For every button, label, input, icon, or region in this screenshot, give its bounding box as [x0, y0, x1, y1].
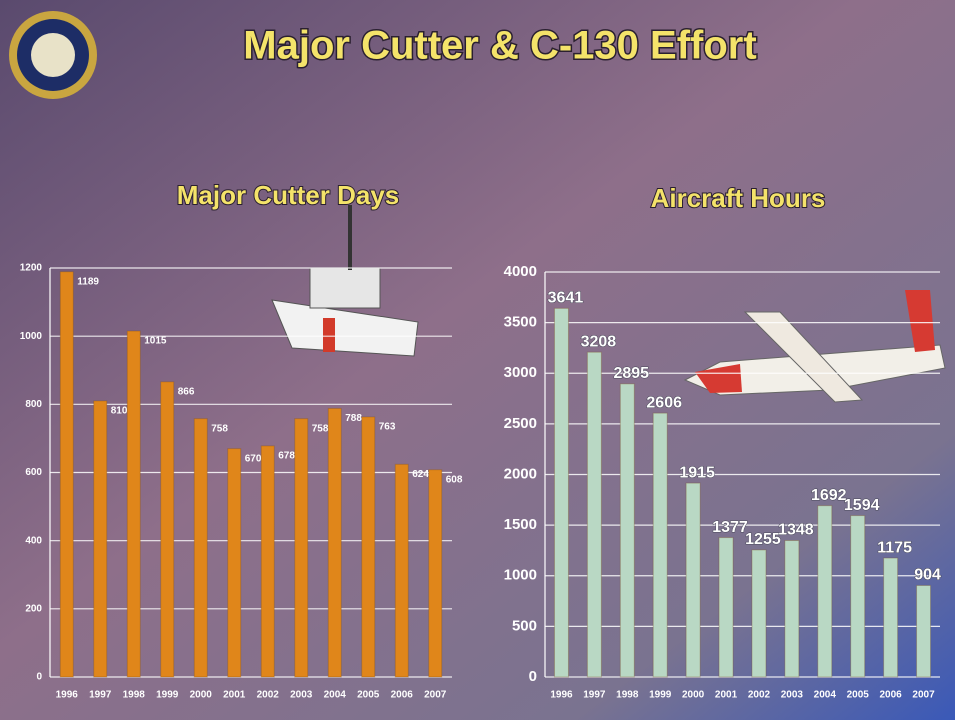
x-tick-label: 1998 — [123, 690, 146, 701]
bar — [652, 412, 668, 678]
y-tick-label: 1000 — [504, 567, 537, 584]
data-label: 763 — [379, 422, 396, 433]
logo — [9, 11, 97, 99]
data-label: 3208 — [581, 333, 617, 350]
y-tick-label: 500 — [512, 617, 537, 634]
data-label: 758 — [211, 423, 228, 434]
data-label: 788 — [345, 413, 362, 424]
bar — [553, 307, 569, 678]
y-tick-label: 2000 — [504, 465, 537, 482]
x-tick-label: 2006 — [880, 690, 903, 701]
y-tick-label: 1000 — [20, 331, 43, 342]
bar — [294, 418, 309, 678]
slide-title: Major Cutter & C-130 Effort — [243, 24, 756, 68]
data-label: 1175 — [877, 539, 912, 556]
x-tick-label: 2004 — [814, 690, 837, 701]
bar — [394, 463, 409, 678]
x-tick-label: 2007 — [424, 690, 447, 701]
y-tick-label: 3500 — [504, 314, 537, 331]
chart-title: Major Cutter Days — [177, 180, 400, 210]
data-label: 1915 — [679, 464, 715, 481]
data-label: 624 — [412, 469, 429, 480]
data-label: 1692 — [811, 487, 847, 504]
y-tick-label: 600 — [25, 467, 42, 478]
x-tick-label: 2001 — [715, 690, 738, 701]
data-label: 2895 — [613, 365, 649, 382]
bar — [93, 400, 108, 678]
data-label: 1594 — [844, 497, 880, 514]
bar — [685, 482, 701, 678]
data-label: 608 — [446, 474, 463, 485]
x-tick-label: 2005 — [847, 690, 870, 701]
data-label: 904 — [914, 567, 941, 584]
bar — [850, 515, 866, 678]
x-tick-label: 1999 — [649, 690, 672, 701]
data-label: 1015 — [144, 336, 167, 347]
chart-title: Aircraft Hours — [651, 183, 826, 213]
y-tick-label: 0 — [36, 672, 42, 683]
x-tick-label: 2007 — [912, 690, 935, 701]
x-tick-label: 2004 — [324, 690, 347, 701]
data-label: 810 — [111, 406, 128, 417]
x-tick-label: 1998 — [616, 690, 639, 701]
data-label: 678 — [278, 451, 295, 462]
y-tick-label: 400 — [25, 535, 42, 546]
y-tick-label: 3000 — [504, 364, 537, 381]
y-tick-label: 200 — [25, 603, 42, 614]
bar — [428, 469, 443, 678]
bar — [784, 540, 800, 678]
bar — [361, 416, 376, 678]
bar — [586, 351, 602, 678]
x-tick-label: 2002 — [257, 690, 280, 701]
bar — [883, 557, 899, 678]
bar — [160, 381, 175, 678]
bar — [260, 445, 275, 678]
bar — [718, 537, 734, 678]
x-tick-label: 2005 — [357, 690, 380, 701]
bar — [193, 418, 208, 678]
bar — [619, 383, 635, 678]
data-label: 1189 — [77, 276, 99, 287]
y-tick-label: 800 — [25, 399, 42, 410]
x-tick-label: 1997 — [89, 690, 112, 701]
y-tick-label: 2500 — [504, 415, 537, 432]
y-tick-label: 1500 — [504, 516, 537, 533]
bar — [227, 448, 242, 678]
bar — [126, 330, 141, 678]
y-tick-label: 0 — [529, 668, 537, 685]
data-label: 758 — [312, 423, 329, 434]
data-label: 1377 — [712, 519, 748, 536]
bar — [327, 407, 342, 678]
bar — [59, 271, 74, 678]
x-tick-label: 2003 — [781, 690, 804, 701]
x-tick-label: 1996 — [56, 690, 79, 701]
data-label: 3641 — [548, 290, 584, 307]
data-label: 1348 — [778, 522, 814, 539]
data-label: 2606 — [646, 394, 682, 411]
bar — [817, 505, 833, 678]
x-tick-label: 1996 — [550, 690, 573, 701]
bar — [916, 584, 932, 678]
data-label: 670 — [245, 453, 262, 464]
x-tick-label: 1997 — [583, 690, 606, 701]
x-tick-label: 2003 — [290, 690, 313, 701]
x-tick-label: 2000 — [682, 690, 705, 701]
x-tick-label: 1999 — [156, 690, 179, 701]
y-tick-label: 1200 — [20, 263, 43, 274]
x-tick-label: 2001 — [223, 690, 246, 701]
data-label: 1255 — [745, 531, 781, 548]
x-tick-label: 2000 — [190, 690, 213, 701]
y-tick-label: 4000 — [504, 263, 537, 280]
x-tick-label: 2002 — [748, 690, 771, 701]
x-tick-label: 2006 — [391, 690, 414, 701]
plane-illustration — [683, 290, 946, 403]
bar — [751, 549, 767, 678]
data-label: 866 — [178, 386, 195, 397]
